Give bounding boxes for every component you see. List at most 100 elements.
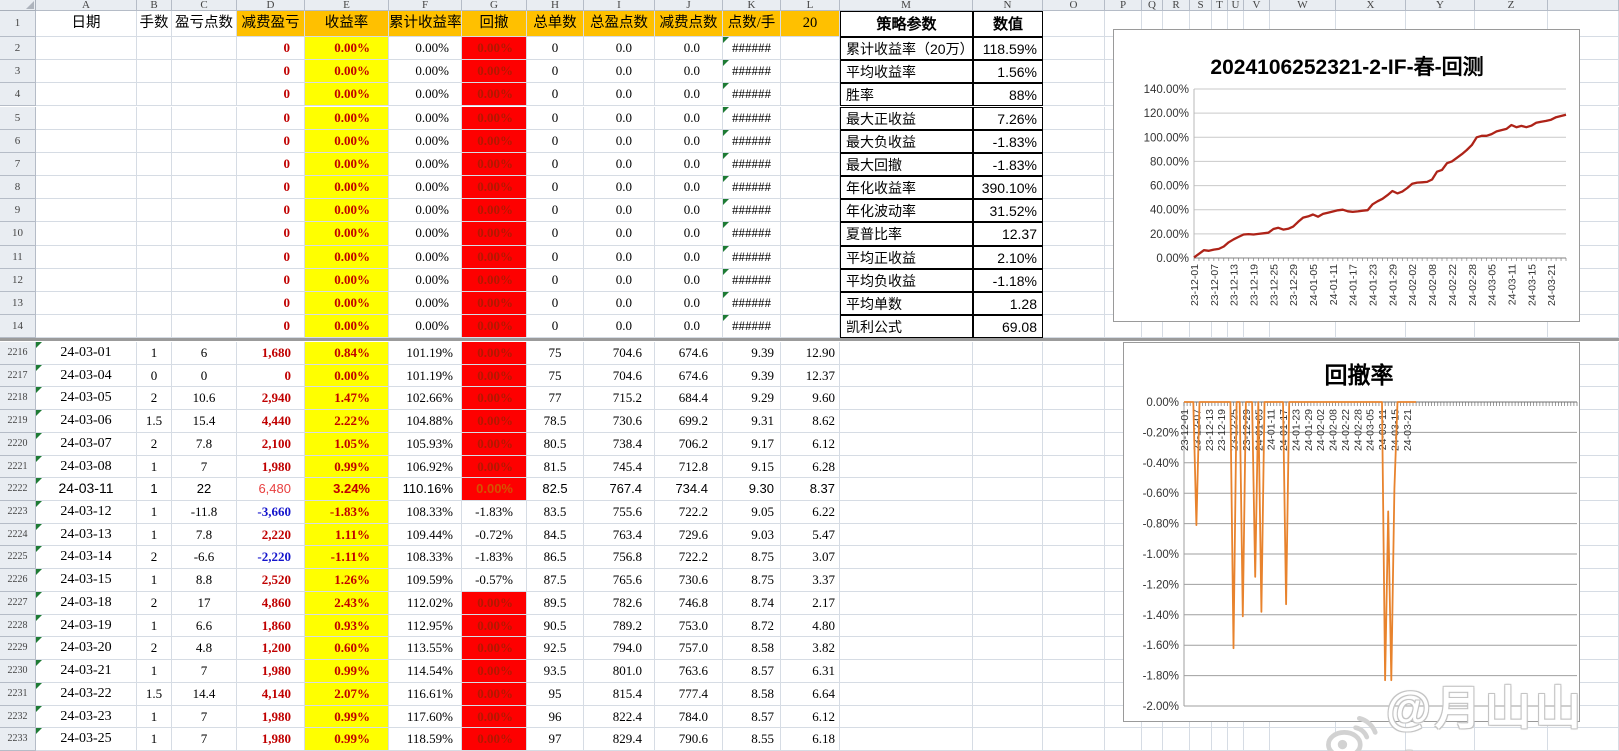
cell-H2218[interactable]: 77: [527, 387, 584, 410]
cell-F5[interactable]: 0.00%: [389, 107, 462, 130]
param-value-cell[interactable]: 390.10%: [973, 176, 1043, 199]
cell-E2232[interactable]: 0.99%: [305, 706, 389, 729]
cell-F13[interactable]: 0.00%: [389, 292, 462, 315]
row-header-2228[interactable]: 2228: [0, 615, 36, 638]
cell-F2230[interactable]: 114.54%: [389, 660, 462, 683]
empty-cell[interactable]: [1043, 222, 1105, 245]
empty-cell[interactable]: [840, 365, 973, 388]
cell-H2[interactable]: 0: [527, 37, 584, 60]
cell-G2219[interactable]: 0.00%: [462, 410, 527, 433]
column-header-R[interactable]: R: [1163, 0, 1190, 11]
cell-J6[interactable]: 0.0: [655, 130, 723, 153]
cell-D5[interactable]: 0: [237, 107, 305, 130]
cell-G2224[interactable]: -0.72%: [462, 524, 527, 547]
empty-cell[interactable]: [840, 342, 973, 365]
param-value-cell[interactable]: -1.18%: [973, 269, 1043, 292]
cell-I9[interactable]: 0.0: [584, 199, 655, 222]
empty-cell[interactable]: [36, 199, 137, 222]
cell-H12[interactable]: 0: [527, 269, 584, 292]
cell-D2224[interactable]: 2,220: [237, 524, 305, 547]
cell-J2232[interactable]: 784.0: [655, 706, 723, 729]
empty-cell[interactable]: [1043, 365, 1105, 388]
cell-H4[interactable]: 0: [527, 83, 584, 106]
cell-G12[interactable]: 0.00%: [462, 269, 527, 292]
cell-K2221[interactable]: 9.15: [723, 456, 781, 479]
param-name-cell[interactable]: 平均收益率: [840, 60, 973, 83]
cell-H2227[interactable]: 89.5: [527, 592, 584, 615]
row-header-2218[interactable]: 2218: [0, 387, 36, 410]
cell-J2222[interactable]: 734.4: [655, 478, 723, 501]
cell-G13[interactable]: 0.00%: [462, 292, 527, 315]
header-cell[interactable]: 累计收益率: [389, 11, 462, 37]
cell-G10[interactable]: 0.00%: [462, 222, 527, 245]
cell-B2217[interactable]: 0: [137, 365, 172, 388]
cell-L2217[interactable]: 12.37: [781, 365, 840, 388]
cell-H2229[interactable]: 92.5: [527, 637, 584, 660]
cell-D2221[interactable]: 1,980: [237, 456, 305, 479]
param-name-cell[interactable]: 累计收益率（20万）: [840, 37, 973, 60]
cell-E2[interactable]: 0.00%: [305, 37, 389, 60]
cell-K2230[interactable]: 8.57: [723, 660, 781, 683]
cell-I14[interactable]: 0.0: [584, 315, 655, 338]
empty-cell[interactable]: [36, 269, 137, 292]
row-header-2221[interactable]: 2221: [0, 456, 36, 479]
cell-D2218[interactable]: 2,940: [237, 387, 305, 410]
cell-D14[interactable]: 0: [237, 315, 305, 338]
cell-C2222[interactable]: 22: [172, 478, 237, 501]
cell-F2229[interactable]: 113.55%: [389, 637, 462, 660]
param-name-cell[interactable]: 夏普比率: [840, 222, 973, 245]
cell-A2232[interactable]: 24-03-23: [36, 706, 137, 729]
cell-K9[interactable]: ######: [723, 199, 781, 222]
cell-E9[interactable]: 0.00%: [305, 199, 389, 222]
cell-I11[interactable]: 0.0: [584, 246, 655, 269]
cell-E5[interactable]: 0.00%: [305, 107, 389, 130]
cell-K2218[interactable]: 9.29: [723, 387, 781, 410]
row-header-2232[interactable]: 2232: [0, 706, 36, 729]
empty-cell[interactable]: [840, 660, 973, 683]
cell-H2221[interactable]: 81.5: [527, 456, 584, 479]
cell-E4[interactable]: 0.00%: [305, 83, 389, 106]
cell-I2233[interactable]: 829.4: [584, 728, 655, 751]
row-header-2217[interactable]: 2217: [0, 365, 36, 388]
cell-H6[interactable]: 0: [527, 130, 584, 153]
cell-E2222[interactable]: 3.24%: [305, 478, 389, 501]
cell-J14[interactable]: 0.0: [655, 315, 723, 338]
cell-K2233[interactable]: 8.55: [723, 728, 781, 751]
empty-cell[interactable]: [36, 37, 137, 60]
row-header-2[interactable]: 2: [0, 37, 36, 60]
empty-cell[interactable]: [1043, 637, 1105, 660]
cell-K2[interactable]: ######: [723, 37, 781, 60]
cell-H2233[interactable]: 97: [527, 728, 584, 751]
empty-cell[interactable]: [840, 569, 973, 592]
row-header-2227[interactable]: 2227: [0, 592, 36, 615]
cell-I2225[interactable]: 756.8: [584, 546, 655, 569]
empty-cell[interactable]: [36, 315, 137, 338]
cell-L2233[interactable]: 6.18: [781, 728, 840, 751]
cell-E11[interactable]: 0.00%: [305, 246, 389, 269]
empty-cell[interactable]: [781, 130, 840, 153]
cell-C2217[interactable]: 0: [172, 365, 237, 388]
row-header-2223[interactable]: 2223: [0, 501, 36, 524]
cell-G2227[interactable]: 0.00%: [462, 592, 527, 615]
column-header-U[interactable]: U: [1228, 0, 1244, 11]
empty-cell[interactable]: [1105, 728, 1142, 751]
cell-K2216[interactable]: 9.39: [723, 342, 781, 365]
header-cell[interactable]: 手数: [137, 11, 172, 37]
empty-cell[interactable]: [172, 246, 237, 269]
empty-cell[interactable]: [1043, 153, 1105, 176]
cell-I4[interactable]: 0.0: [584, 83, 655, 106]
cell-F6[interactable]: 0.00%: [389, 130, 462, 153]
cell-K14[interactable]: ######: [723, 315, 781, 338]
column-header-N[interactable]: N: [973, 0, 1043, 11]
cell-D2232[interactable]: 1,980: [237, 706, 305, 729]
header-cell[interactable]: 点数/手: [723, 11, 781, 37]
column-header-X[interactable]: X: [1336, 0, 1406, 11]
cell-F2217[interactable]: 101.19%: [389, 365, 462, 388]
cell-K2220[interactable]: 9.17: [723, 433, 781, 456]
cell-F2224[interactable]: 109.44%: [389, 524, 462, 547]
cell-A2225[interactable]: 24-03-14: [36, 546, 137, 569]
empty-cell[interactable]: [781, 269, 840, 292]
column-header-P[interactable]: P: [1105, 0, 1142, 11]
cell-H2230[interactable]: 93.5: [527, 660, 584, 683]
empty-cell[interactable]: [840, 592, 973, 615]
